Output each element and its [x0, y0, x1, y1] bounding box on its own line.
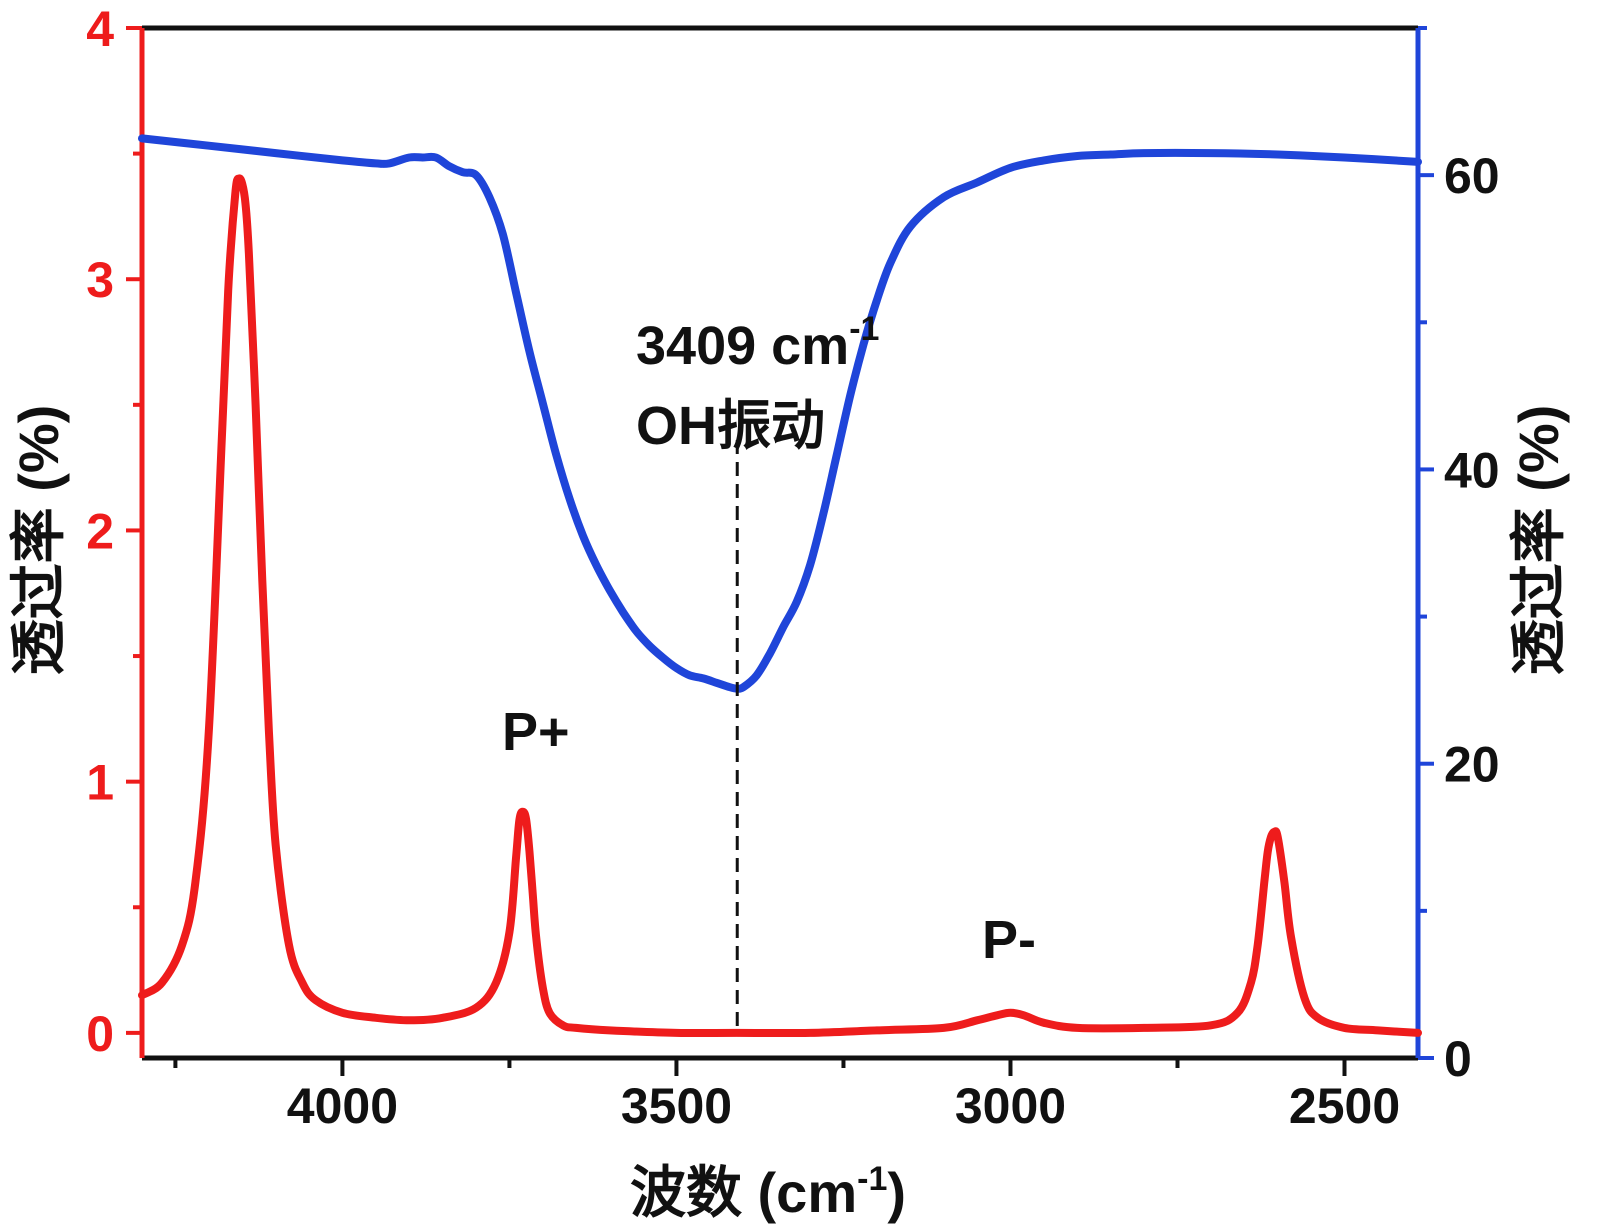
y-right-axis-title: 透过率 (%): [1507, 405, 1570, 676]
x-axis-title: 波数 (cm-1): [630, 1160, 906, 1224]
peak-wavenumber-label: 3409 cm-1: [636, 310, 879, 376]
peak-mode-label: OH振动: [636, 396, 825, 456]
series-red-line: [138, 174, 1422, 1038]
y-left-axis-title: 透过率 (%): [7, 405, 70, 676]
series-blue-line: [138, 134, 1422, 693]
x-tick-label: 3000: [955, 1078, 1066, 1134]
y-left-tick-label: 0: [86, 1006, 114, 1062]
x-axis-title-sup: -1: [857, 1160, 887, 1198]
y-right-tick-label: 0: [1444, 1031, 1472, 1087]
x-axis-title-end: ): [887, 1161, 906, 1224]
p-plus-label: P+: [502, 702, 570, 762]
y-left-tick-label: 3: [86, 252, 114, 308]
y-left-tick-label: 4: [86, 1, 114, 57]
peak-wavenumber-sup: -1: [849, 310, 879, 348]
annotation-layer: 3409 cm-1 OH振动 P+ P-: [502, 310, 1036, 1032]
peak-wavenumber-text: 3409 cm: [636, 316, 849, 376]
p-minus-label: P-: [982, 910, 1036, 970]
x-tick-label: 3500: [621, 1078, 732, 1134]
x-tick-label: 2500: [1289, 1078, 1400, 1134]
x-axis-title-main: 波数 (cm: [630, 1161, 857, 1224]
y-left-tick-label: 2: [86, 503, 114, 559]
y-right-tick-label: 60: [1444, 148, 1500, 204]
x-tick-label: 4000: [287, 1078, 398, 1134]
series-layer: [138, 134, 1422, 1038]
y-right-tick-label: 20: [1444, 737, 1500, 793]
y-left-tick-label: 1: [86, 755, 114, 811]
y-right-tick-label: 40: [1444, 442, 1500, 498]
